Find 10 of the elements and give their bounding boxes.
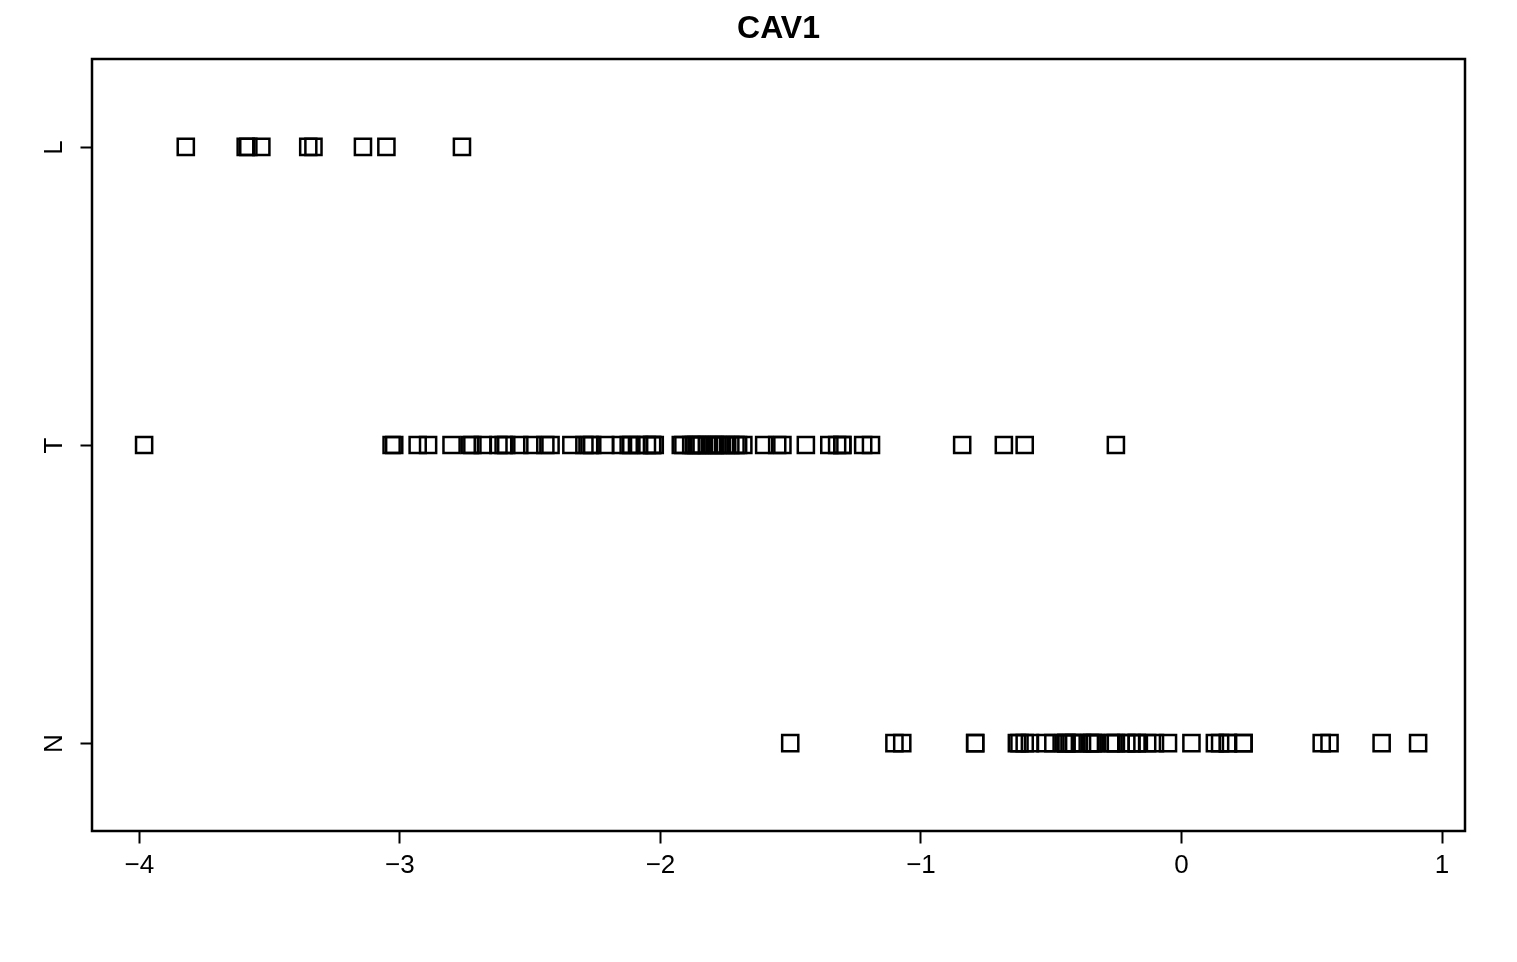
y-tick-label: T <box>37 437 68 454</box>
y-tick-label: N <box>37 734 68 753</box>
x-tick-label: −1 <box>906 848 936 879</box>
y-tick-label: L <box>37 140 68 155</box>
chart-title: CAV1 <box>737 9 820 45</box>
x-tick-label: 1 <box>1434 848 1450 879</box>
x-tick-label: −2 <box>645 848 676 879</box>
x-tick-label: 0 <box>1174 848 1189 879</box>
x-tick-label: −3 <box>385 848 415 879</box>
x-tick-label: −4 <box>124 848 155 879</box>
